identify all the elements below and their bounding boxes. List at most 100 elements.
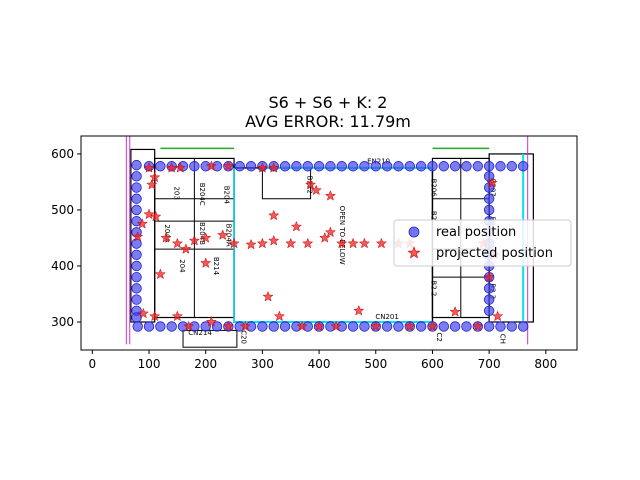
- real-position-point: [131, 283, 142, 294]
- projected-position-point: [183, 320, 195, 332]
- floorplan-label: B2 2: [429, 280, 437, 296]
- floorplan-label: B204: [222, 186, 230, 205]
- projected-position-point: [358, 237, 371, 249]
- projected-position-point: [256, 162, 269, 173]
- real-position-point: [415, 161, 427, 172]
- projected-position-point: [143, 162, 155, 173]
- chart-title-line1: S6 + S6 + K: 2: [269, 93, 388, 112]
- real-position-point: [449, 321, 461, 332]
- floorplan-label: C2: [435, 332, 443, 341]
- projected-position-point: [483, 271, 495, 282]
- plan-room-b212: [261, 167, 312, 200]
- real-position-point: [131, 312, 142, 323]
- floorplan-label: OPEN TO BELOW: [338, 206, 346, 265]
- real-position-point: [189, 161, 200, 172]
- projected-position-point: [285, 237, 297, 249]
- real-position-point: [131, 271, 142, 283]
- projected-position-point: [330, 320, 342, 332]
- legend: real position projected position: [393, 219, 572, 267]
- real-position-point: [131, 204, 142, 216]
- projected-position-point: [319, 232, 331, 243]
- real-position-point: [131, 193, 142, 204]
- real-position-point: [325, 161, 336, 172]
- projected-position-point: [268, 234, 280, 246]
- projected-position-point: [256, 237, 269, 249]
- projected-position-point: [472, 320, 484, 332]
- projected-position-point: [171, 310, 183, 322]
- projected-position-point: [302, 237, 314, 249]
- real-position-point: [131, 260, 142, 272]
- projected-position-point: [268, 209, 280, 221]
- projected-position-point: [449, 305, 461, 317]
- real-position-point: [166, 321, 177, 332]
- floorplan-label: 204A: [163, 224, 171, 242]
- projected-position-point: [268, 162, 280, 173]
- projected-position-point: [347, 237, 359, 249]
- real-position-point: [347, 161, 359, 172]
- real-position-point: [131, 159, 142, 171]
- y-tick-label: 400: [51, 259, 74, 273]
- real-position-point: [381, 321, 393, 332]
- projected-position-point: [375, 237, 388, 249]
- x-tick-label: 600: [421, 357, 444, 371]
- x-tick-label: 0: [89, 357, 97, 371]
- projected-position-point: [174, 162, 186, 173]
- y-tick-label: 600: [51, 147, 74, 161]
- projected-position-point: [324, 190, 337, 201]
- real-position-point: [483, 204, 495, 216]
- y-axis: 300 400 500 600: [51, 147, 81, 329]
- real-position-point: [506, 161, 518, 172]
- real-position-point: [291, 161, 302, 172]
- real-position-point: [336, 161, 347, 172]
- legend-projected-marker: [407, 246, 421, 259]
- y-tick-label: 300: [51, 315, 74, 329]
- real-position-point: [245, 161, 257, 172]
- floorplan-label: B204A: [225, 224, 233, 247]
- real-position-point: [495, 321, 506, 332]
- floorplan-label: 203: [173, 186, 181, 199]
- real-position-point: [347, 321, 359, 332]
- real-position-point: [393, 161, 404, 172]
- projected-position-point: [149, 171, 161, 183]
- real-position-point: [483, 305, 495, 316]
- x-tick-label: 200: [194, 357, 217, 371]
- real-position-point: [461, 161, 472, 172]
- projected-position-point: [273, 310, 286, 322]
- projected-position-point: [205, 316, 217, 327]
- projected-position-point: [313, 320, 325, 332]
- y-tick-label: 500: [51, 203, 74, 217]
- projected-position-point: [228, 237, 240, 249]
- projected-position-point: [180, 243, 192, 254]
- projected-position-point: [296, 320, 308, 332]
- x-tick-label: 300: [251, 357, 274, 371]
- real-position-point: [211, 321, 223, 332]
- real-position-point: [234, 161, 245, 172]
- floorplan-label: B204C: [198, 183, 206, 206]
- real-position-point: [143, 321, 155, 332]
- projected-position-point: [310, 184, 322, 196]
- x-tick-label: 500: [364, 357, 387, 371]
- real-position-point: [438, 321, 449, 332]
- projected-position-point: [404, 320, 416, 332]
- x-tick-label: 100: [138, 357, 161, 371]
- real-position-point: [359, 161, 370, 172]
- chart-title-line2: AVG ERROR: 11.79m: [245, 112, 411, 131]
- floorplan-label: CH: [498, 334, 506, 344]
- real-position-point: [381, 161, 393, 172]
- x-axis: 0 100 200 300 400 500 600 700 800: [89, 350, 557, 371]
- floorplan-label: C20: [239, 330, 247, 344]
- projected-position-point: [160, 232, 172, 243]
- plan-corridor-south: [182, 329, 238, 348]
- projected-position-point: [171, 237, 183, 249]
- projected-position-point: [149, 310, 161, 322]
- floorplan-label: B204B: [198, 222, 206, 245]
- projected-position-point: [492, 310, 504, 322]
- projected-position-point: [245, 238, 257, 250]
- projected-position-point: [324, 226, 337, 238]
- projected-position-point: [239, 320, 252, 332]
- x-tick-label: 800: [534, 357, 557, 371]
- real-position-point: [483, 193, 495, 204]
- legend-box: [393, 219, 572, 267]
- projected-position-point: [150, 210, 162, 222]
